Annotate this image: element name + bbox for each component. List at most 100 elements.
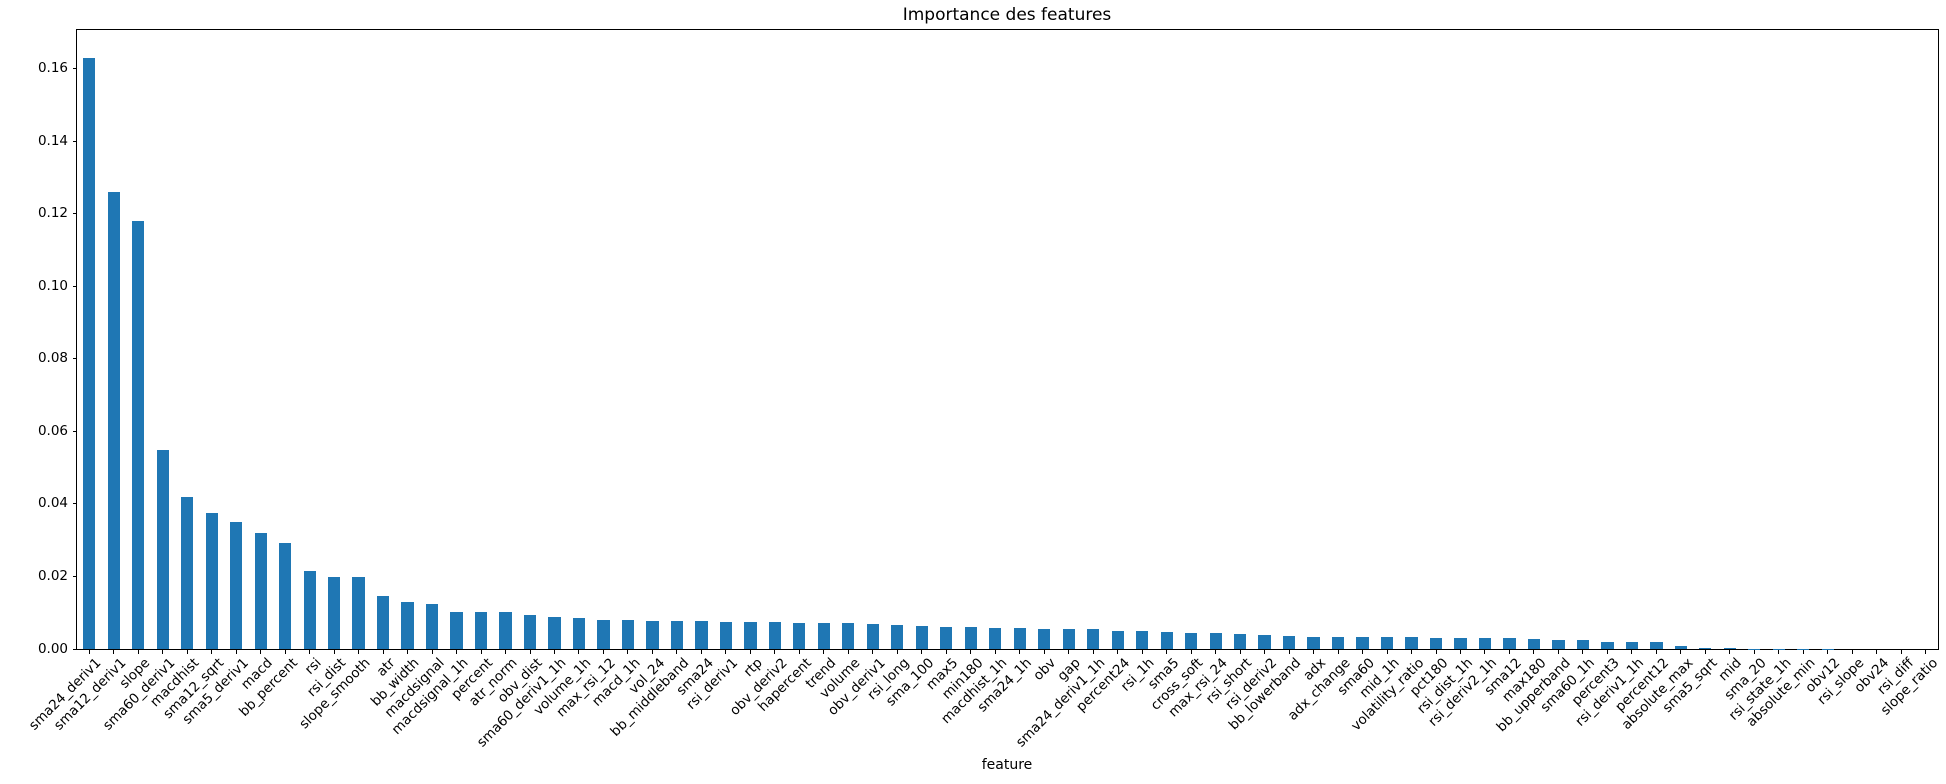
x-tick-mark [578, 650, 580, 654]
x-tick-mark [627, 650, 629, 654]
x-tick-mark [1386, 650, 1388, 654]
x-tick-mark [798, 650, 800, 654]
bar-mid_1h [1380, 637, 1394, 649]
x-tick-mark [505, 650, 507, 654]
bar-bb_width [401, 602, 414, 649]
bar-obv_deriv2 [768, 622, 781, 649]
x-tick-mark [553, 650, 555, 654]
x-tick-label-obv: obv [1030, 655, 1060, 684]
x-tick-mark [1484, 650, 1486, 654]
x-tick-mark [1851, 650, 1853, 654]
bar-rsi_dist [327, 576, 341, 649]
bar-obv_deriv1 [866, 624, 879, 649]
bar-bb_upperband [1552, 639, 1565, 649]
x-tick-mark [480, 650, 482, 654]
x-tick-mark [88, 650, 90, 654]
bar-macd_1h [621, 620, 635, 649]
bar-sma60_deriv1_1h [548, 616, 561, 649]
bar-sma60_1h [1576, 639, 1590, 649]
y-tick-mark [72, 358, 77, 360]
x-tick-mark [970, 650, 972, 654]
bar-rsi_deriv2 [1258, 635, 1271, 649]
x-tick-mark [1460, 650, 1461, 654]
bar-rsi_dist_1h [1454, 637, 1467, 649]
x-tick-mark [651, 650, 653, 654]
x-tick-mark [260, 650, 262, 654]
y-tick-label: 0.14 [37, 132, 68, 149]
x-tick-mark [896, 650, 898, 654]
y-tick-mark [72, 575, 77, 577]
bar-bb_percent [279, 542, 292, 649]
bar-atr [376, 596, 390, 649]
bar-sma_100 [915, 625, 928, 649]
x-tick-mark [1264, 650, 1266, 654]
x-tick-mark [921, 650, 923, 654]
x-tick-mark [1337, 650, 1339, 654]
x-tick-mark [1190, 650, 1192, 654]
y-tick-label: 0.04 [37, 495, 68, 512]
x-tick-mark [1533, 650, 1535, 654]
x-tick-mark [749, 650, 751, 654]
x-tick-mark [602, 650, 604, 654]
bar-max5 [940, 626, 953, 649]
bar-macdsignal_1h [450, 611, 463, 649]
bar-obv [1038, 628, 1051, 649]
x-tick-mark [1239, 650, 1241, 654]
y-tick-mark [72, 285, 77, 287]
x-tick-mark [333, 650, 335, 654]
bar-volume [842, 623, 855, 649]
bar-rsi_1h [1136, 631, 1149, 649]
x-tick-mark [1655, 650, 1657, 654]
y-tick-mark [72, 430, 77, 432]
bar-gap [1062, 628, 1075, 649]
bar-rtp [744, 621, 757, 649]
x-tick-mark [676, 650, 678, 654]
x-axis-label: feature [981, 757, 1033, 773]
x-tick-mark [1925, 650, 1927, 654]
y-tick-label: 0.02 [37, 567, 68, 584]
chart-title: Importance des features [902, 5, 1112, 25]
bar-adx [1307, 636, 1320, 649]
x-tick-mark [1778, 650, 1780, 654]
x-tick-mark [1166, 650, 1168, 654]
x-tick-mark [1411, 650, 1413, 654]
x-tick-mark [1753, 650, 1755, 654]
bar-volume_1h [572, 617, 586, 649]
x-tick-mark [1876, 650, 1878, 654]
bar-rsi [303, 571, 316, 649]
bar-pct180 [1429, 637, 1443, 649]
x-tick-mark [1313, 650, 1315, 654]
bar-macdhist [181, 496, 194, 649]
bar-sma12 [1503, 638, 1516, 649]
x-tick-mark [407, 650, 409, 654]
y-tick-label: 0.10 [37, 277, 68, 294]
x-tick-mark [456, 650, 458, 654]
bar-sma60 [1356, 637, 1369, 649]
bar-min180 [964, 627, 977, 649]
x-tick-mark [186, 650, 188, 654]
bar-percent3 [1601, 642, 1614, 649]
x-tick-mark [1508, 650, 1510, 654]
x-tick-mark [725, 650, 727, 654]
y-tick-label: 0.00 [37, 640, 68, 657]
bar-sma60_deriv1 [156, 449, 169, 649]
x-tick-mark [945, 650, 947, 654]
bar-rsi_long [891, 625, 904, 649]
bar-max_rsi_12 [597, 619, 610, 649]
bar-sma24 [695, 621, 708, 649]
bar-trend [817, 622, 830, 649]
bar-cross_soft [1185, 633, 1198, 649]
bar-sma12_sqrt [205, 513, 218, 649]
x-tick-mark [1288, 650, 1290, 654]
bar-sma5_deriv1 [230, 521, 243, 649]
x-tick-mark [529, 650, 531, 654]
bar-adx_change [1331, 636, 1345, 649]
bar-max_rsi_24 [1209, 633, 1222, 649]
x-tick-mark [1141, 650, 1143, 654]
x-tick-mark [1631, 650, 1633, 654]
x-tick-mark [431, 650, 433, 654]
x-tick-mark [1068, 650, 1070, 654]
x-tick-mark [1704, 650, 1706, 654]
x-tick-mark [1582, 650, 1584, 654]
